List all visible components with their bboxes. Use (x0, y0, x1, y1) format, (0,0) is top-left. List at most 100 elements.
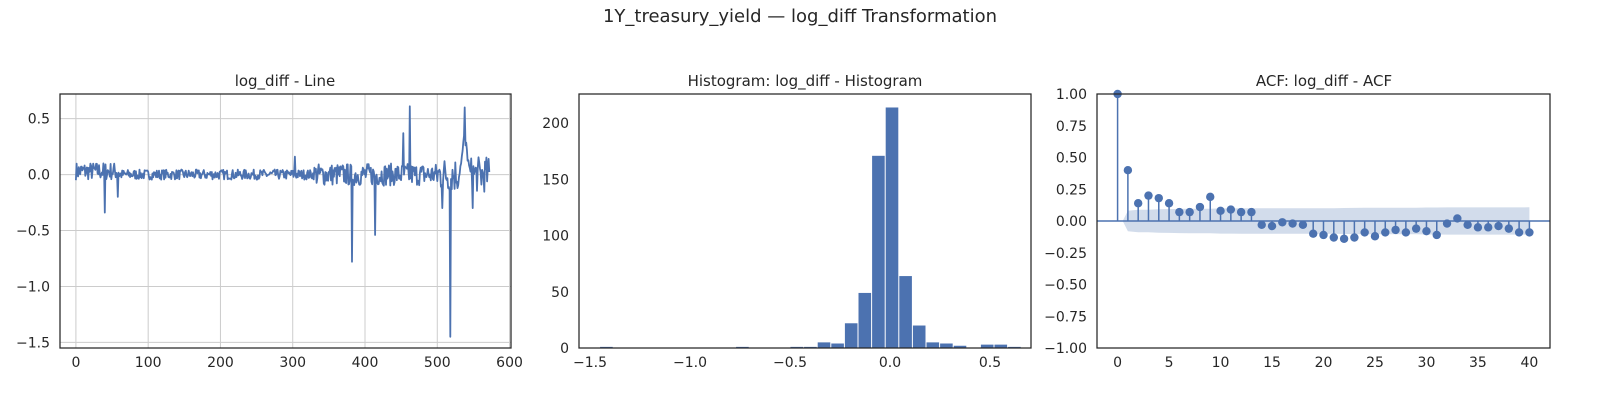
line-panel-xtick-label: 0 (71, 355, 80, 371)
acf-point (1370, 232, 1380, 241)
acf-xtick-label: 10 (1212, 355, 1230, 371)
histogram-yticks: 0 50 100 150 200 (542, 116, 569, 357)
histogram-bars (600, 107, 1021, 348)
acf-panel: ACF: log_diff - ACF 1.00 0.75 0.50 0.25 0.00… (1044, 72, 1551, 371)
histogram-ytick-label: 100 (542, 229, 569, 245)
histogram-xtick-label: 0.0 (879, 355, 901, 371)
acf-point (1494, 221, 1503, 231)
acf-point (1175, 207, 1184, 217)
acf-ytick-label: −0.50 (1044, 278, 1087, 294)
acf-point (1442, 219, 1452, 228)
histogram-bar (926, 342, 940, 348)
histogram-ytick-label: 0 (560, 341, 569, 357)
acf-point (1473, 223, 1483, 232)
acf-ytick-label: −1.00 (1044, 341, 1087, 357)
line-panel-ytick-label: −1.5 (16, 335, 50, 351)
acf-point (1154, 193, 1163, 203)
histogram-bar (872, 155, 885, 348)
line-panel-xtick-label: 100 (135, 355, 162, 371)
figure-suptitle: 1Y_treasury_yield — log_diff Transformat… (603, 6, 997, 27)
histogram-xtick-label: −1.0 (673, 355, 707, 371)
acf-point (1360, 228, 1369, 237)
acf-point (1422, 226, 1431, 236)
acf-point (1123, 166, 1133, 175)
histogram-bar (858, 292, 872, 348)
acf-point (1133, 199, 1143, 208)
acf-point (1185, 207, 1194, 217)
line-panel-xtick-label: 600 (496, 355, 523, 371)
histogram-bar (885, 107, 899, 348)
acf-point (1288, 219, 1297, 228)
acf-point (1144, 191, 1153, 200)
acf-xtick-label: 15 (1263, 355, 1281, 371)
acf-xtick-label: 5 (1165, 355, 1174, 371)
acf-point (1164, 199, 1174, 208)
acf-point (1206, 192, 1215, 202)
acf-point (1484, 223, 1493, 232)
histogram-xticks: −1.5 −1.0 −0.5 0.0 0.5 (573, 355, 1001, 371)
acf-panel-frame (1096, 93, 1551, 349)
acf-point (1514, 228, 1524, 237)
acf-point (1525, 228, 1534, 237)
histogram-bar (844, 323, 858, 348)
histogram-bar (980, 344, 994, 348)
acf-point (1504, 224, 1514, 233)
acf-point (1319, 230, 1328, 240)
histogram-xtick-label: 0.5 (979, 355, 1001, 371)
acf-point (1278, 218, 1287, 227)
histogram-ytick-label: 200 (542, 116, 569, 132)
line-panel-yticks: 0.5 0.0 −0.5 −1.0 −1.5 (16, 112, 50, 352)
histogram-ytick-label: 150 (542, 172, 569, 188)
acf-point (1257, 220, 1266, 230)
line-panel-ytick-label: −1.0 (16, 279, 50, 295)
acf-point (1381, 228, 1390, 237)
histogram-bar (940, 343, 953, 348)
acf-point (1226, 205, 1236, 214)
acf-point (1453, 214, 1462, 223)
acf-point (1236, 207, 1246, 217)
acf-point (1216, 206, 1225, 216)
acf-point (1411, 224, 1421, 233)
line-panel-ytick-label: −0.5 (16, 224, 50, 240)
histogram-ytick-label: 50 (551, 285, 569, 301)
acf-ytick-label: 0.75 (1056, 119, 1087, 135)
histogram-bar (831, 343, 844, 348)
acf-ytick-label: 0.00 (1056, 214, 1087, 230)
histogram-xtick-label: −0.5 (773, 355, 807, 371)
acf-point (1309, 229, 1318, 238)
histogram-xtick-label: −1.5 (573, 355, 607, 371)
histogram-bar (994, 344, 1008, 348)
acf-point (1247, 207, 1256, 217)
acf-point (1350, 233, 1359, 242)
acf-ytick-label: −0.25 (1044, 246, 1087, 262)
acf-point (1329, 233, 1338, 242)
histogram-panel-title: Histogram: log_diff - Histogram (688, 72, 923, 91)
line-panel-ytick-label: 0.5 (28, 112, 50, 128)
acf-xtick-label: 25 (1366, 355, 1384, 371)
acf-xtick-label: 20 (1315, 355, 1333, 371)
acf-yticks: 1.00 0.75 0.50 0.25 0.00 −0.25 −0.50 −0.75 −1.00 (1044, 87, 1087, 357)
histogram-bar (912, 325, 926, 348)
line-panel-xtick-label: 200 (207, 355, 234, 371)
histogram-bar (817, 342, 831, 348)
acf-xtick-label: 30 (1418, 355, 1436, 371)
acf-xtick-label: 40 (1520, 355, 1538, 371)
histogram-panel: Histogram: log_diff - Histogram 0 50 100 15… (542, 72, 1032, 371)
acf-ytick-label: 0.50 (1056, 151, 1087, 167)
line-panel-frame (59, 93, 512, 349)
acf-point (1391, 225, 1400, 235)
line-panel-title: log_diff - Line (235, 72, 336, 91)
acf-ytick-label: −0.75 (1044, 309, 1087, 325)
acf-point (1339, 234, 1349, 243)
acf-xtick-label: 35 (1469, 355, 1487, 371)
acf-point (1401, 228, 1411, 237)
acf-stems (1113, 89, 1534, 243)
line-panel-xtick-label: 500 (424, 355, 451, 371)
histogram-bar (953, 345, 967, 348)
histogram-bar (899, 276, 912, 348)
line-panel-xtick-label: 400 (352, 355, 379, 371)
line-panel-ytick-label: 0.0 (28, 168, 50, 184)
acf-point (1195, 202, 1205, 212)
acf-point (1298, 220, 1308, 230)
